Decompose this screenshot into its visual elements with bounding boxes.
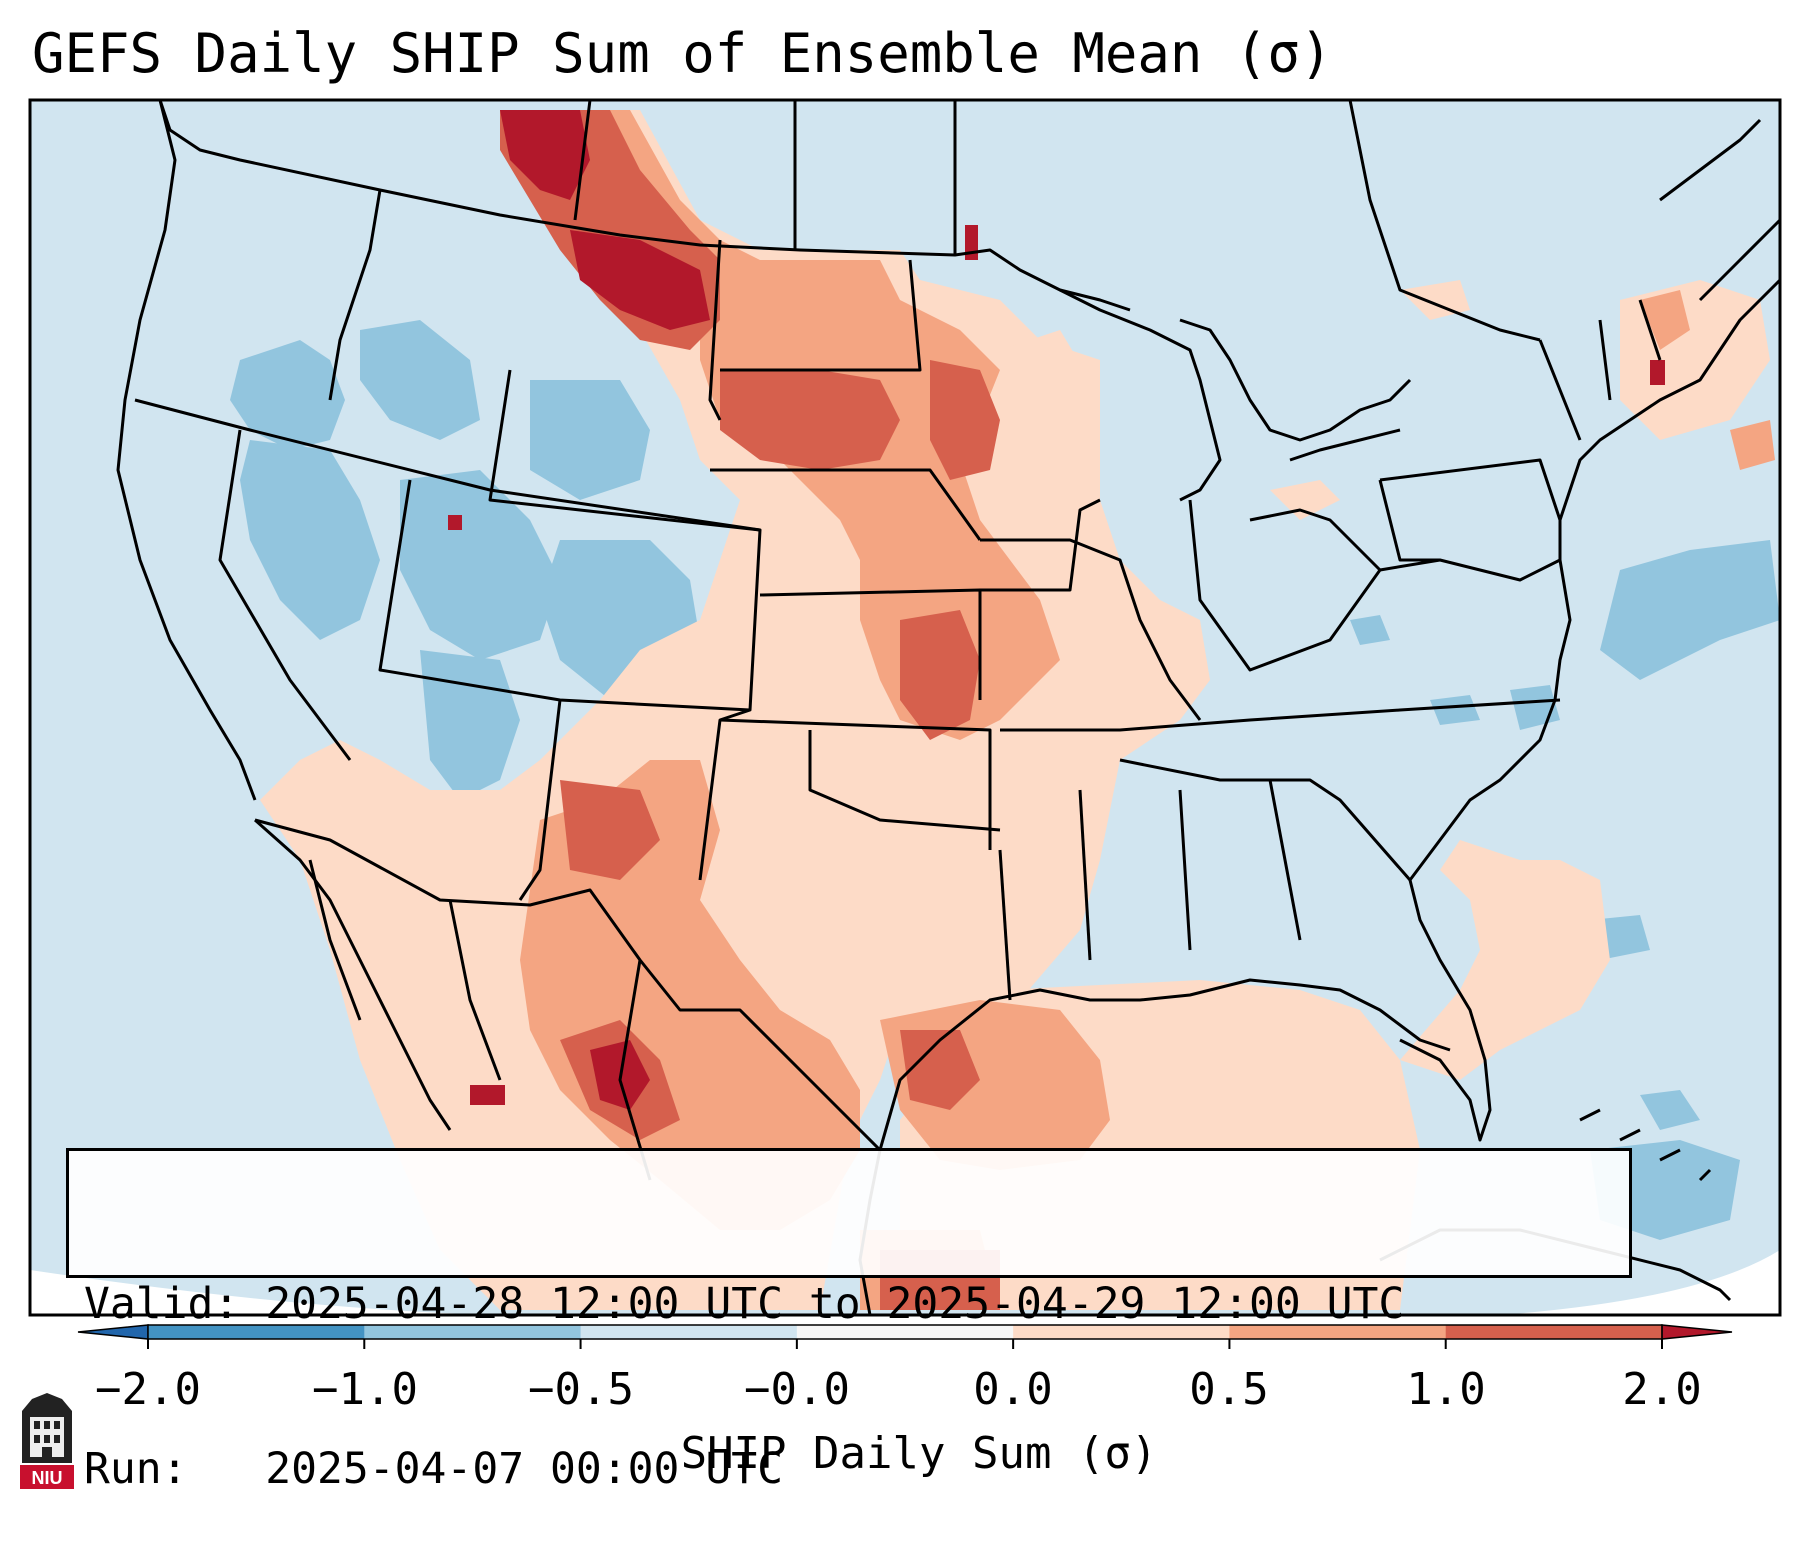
- niu-logo: NIU: [20, 1393, 74, 1489]
- colorbar-tick-label: 0.5: [1189, 1364, 1269, 1415]
- map-title: GEFS Daily SHIP Sum of Ensemble Mean (σ): [32, 22, 1333, 85]
- map-edge-left: [30, 1270, 500, 1315]
- colorbar-tick-label: −0.0: [744, 1364, 850, 1415]
- valid-time-text: Valid: 2025-04-28 12:00 UTC to 2025-04-2…: [84, 1279, 1405, 1329]
- colorbar-label: SHIP Daily Sum (σ): [680, 1428, 1158, 1479]
- colorbar-tick-label: −1.0: [312, 1364, 418, 1415]
- run-time-text: Run: 2025-04-07 00:00 UTC: [84, 1444, 783, 1494]
- colorbar-tick-label: 1.0: [1406, 1364, 1486, 1415]
- map-frame: [28, 98, 1782, 1317]
- colorbar-tick-label: −0.5: [528, 1364, 634, 1415]
- svg-text:NIU: NIU: [32, 1468, 63, 1488]
- colorbar-tick-label: 0.0: [973, 1364, 1053, 1415]
- colorbar-tick-label: −2.0: [95, 1364, 201, 1415]
- info-box: Valid: 2025-04-28 12:00 UTC to 2025-04-2…: [66, 1148, 1632, 1494]
- colorbar-tick-label: 2.0: [1622, 1364, 1702, 1415]
- map-edge-right: [1500, 1250, 1780, 1315]
